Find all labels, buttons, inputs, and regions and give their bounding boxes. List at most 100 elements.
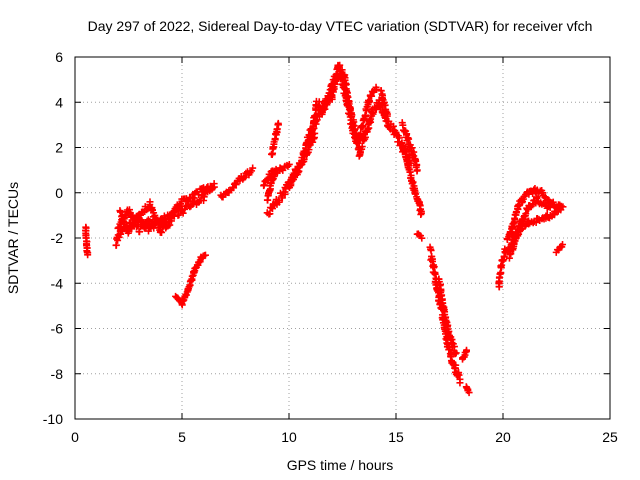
x-tick-label: 15 [388,429,404,445]
data-point-marker [348,111,356,119]
data-point-marker [455,371,463,379]
data-point-marker [112,241,120,249]
data-point-marker [358,143,366,151]
data-point-marker [408,144,416,152]
y-tick-label: -6 [51,321,64,337]
data-point-marker [285,182,293,190]
data-point-marker [115,223,123,231]
data-point-marker [272,167,280,175]
data-point-marker [84,251,92,259]
data-point-marker [522,210,530,218]
data-point-marker [500,252,508,260]
x-tick-label: 5 [178,429,186,445]
data-point-marker [260,181,268,189]
data-point-marker [559,203,567,211]
data-point-marker [518,196,526,204]
data-point-marker [452,349,460,357]
data-point-marker [142,224,150,232]
data-point-marker [315,98,323,106]
data-point-marker [372,105,380,113]
data-point-marker [274,121,282,129]
y-tick-label: 4 [55,94,63,110]
data-point-marker [188,272,196,280]
data-point-marker [209,184,217,192]
x-tick-label: 25 [602,429,618,445]
data-point-marker [559,240,567,248]
data-point-marker [368,109,376,117]
y-tick-label: -4 [51,275,64,291]
data-point-marker [395,134,403,142]
data-point-marker [179,209,187,217]
data-point-marker [430,263,438,271]
data-points [82,61,567,397]
grid-lines [75,57,610,419]
data-point-marker [451,350,459,358]
data-point-marker [190,194,198,202]
data-point-marker [499,257,507,265]
data-point-marker [521,222,529,230]
data-point-marker [275,198,283,206]
data-point-marker [369,110,377,118]
chart-title: Day 297 of 2022, Sidereal Day-to-day VTE… [88,18,593,34]
y-tick-label: -2 [51,230,64,246]
data-point-marker [175,211,183,219]
data-point-marker [365,97,373,105]
data-point-marker [288,177,296,185]
data-point-marker [130,221,138,229]
data-point-marker [346,105,354,113]
x-axis-label: GPS time / hours [287,457,394,473]
data-point-marker [413,167,421,175]
data-point-marker [116,208,124,216]
y-axis-label: SDTVAR / TECUs [5,182,21,294]
data-point-marker [336,61,344,69]
data-point-marker [417,209,425,217]
data-point-marker [409,178,417,186]
data-point-marker [195,191,203,199]
data-point-marker [533,194,541,202]
y-tick-label: 6 [55,49,63,65]
data-point-marker [285,160,293,168]
data-point-marker [372,85,380,93]
data-point-marker [167,217,175,225]
data-point-marker [361,112,369,120]
data-point-marker [328,93,336,101]
data-point-marker [441,308,449,316]
data-point-marker [368,92,376,100]
data-point-marker [362,107,370,115]
data-point-marker [210,180,218,188]
data-point-marker [125,206,133,214]
data-point-marker [201,251,209,259]
data-point-marker [456,375,464,383]
data-point-marker [311,129,319,137]
data-point-marker [158,228,166,236]
data-point-marker [383,110,391,118]
y-tick-label: 0 [55,185,63,201]
data-point-marker [182,291,190,299]
data-point-marker [359,122,367,130]
data-point-marker [357,130,365,138]
axis-ticks: 0 5 10 15 20 25 -10 -8 -6 -4 -2 0 2 4 6 [43,49,618,445]
x-tick-label: 20 [495,429,511,445]
data-point-marker [249,164,257,172]
data-point-marker [135,228,143,236]
data-point-marker [452,361,460,369]
data-point-marker [406,168,414,176]
y-tick-label: -8 [51,366,64,382]
data-point-marker [427,246,435,254]
data-point-marker [303,149,311,157]
data-point-marker [268,205,276,213]
data-point-marker [166,221,174,229]
data-point-marker [323,99,331,107]
y-tick-label: 2 [55,140,63,156]
data-point-marker [200,193,208,201]
data-point-marker [377,87,385,95]
data-point-marker [319,106,327,114]
data-point-marker [399,142,407,150]
data-point-marker [232,181,240,189]
data-point-marker [184,198,192,206]
data-point-marker [146,198,154,206]
y-tick-label: -10 [43,411,63,427]
data-point-marker [389,122,397,130]
data-point-marker [278,194,286,202]
